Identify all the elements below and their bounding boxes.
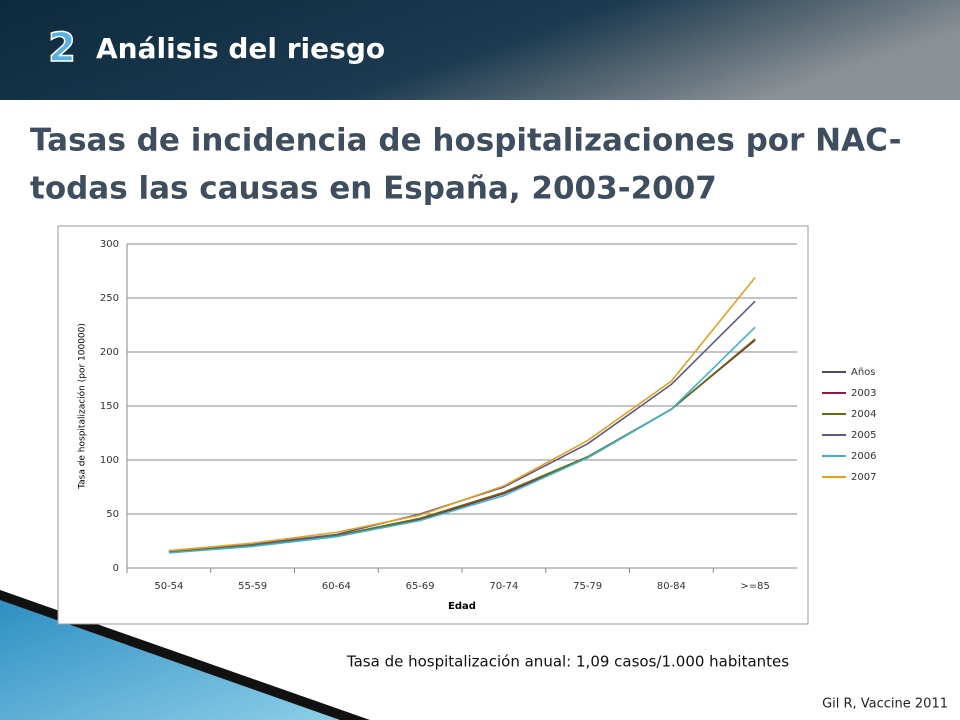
y-tick-label: 50 [106,509,119,520]
footer-note: Tasa de hospitalización anual: 1,09 caso… [346,653,789,671]
header-title: Análisis del riesgo [96,32,385,65]
x-tick-label: >=85 [740,581,769,592]
legend-label: 2007 [851,472,876,483]
chart: 0 50 100 150 200 250 300 50-54 55-59 60-64 65-69 70… [77,239,877,612]
series-line [168,276,756,552]
x-tick-label: 60-64 [322,581,351,592]
y-tick-label: 0 [113,563,119,574]
x-tick-label: 70-74 [489,581,518,592]
x-tick-label: 50-54 [154,581,183,592]
header-number: 2 [48,25,76,71]
legend-label: Años [851,367,876,378]
legend-label: 2003 [851,388,876,399]
y-tick-label: 200 [100,347,119,358]
y-tick-label: 150 [100,401,119,412]
x-tick-label: 65-69 [406,581,435,592]
x-tick-label: 80-84 [657,581,686,592]
chart-frame [57,225,809,625]
legend-label: 2005 [851,430,876,441]
y-tick-label: 300 [100,239,119,250]
x-axis-label: Edad [448,601,476,612]
y-axis-label: Tasa de hospitalización (por 100000) [77,323,88,490]
legend-label: 2004 [851,409,876,420]
x-tick-label: 75-79 [573,581,602,592]
slide-title: todas las causas en España, 2003-2007 [30,171,717,207]
header-bar [0,0,960,100]
legend-label: 2006 [851,451,876,462]
source: Gil R, Vaccine 2011 [822,697,948,712]
x-tick-label: 55-59 [238,581,267,592]
y-tick-label: 100 [100,455,119,466]
y-tick-label: 250 [100,293,119,304]
slide-title: Tasas de incidencia de hospitalizaciones… [30,123,901,159]
series-line [168,326,756,554]
